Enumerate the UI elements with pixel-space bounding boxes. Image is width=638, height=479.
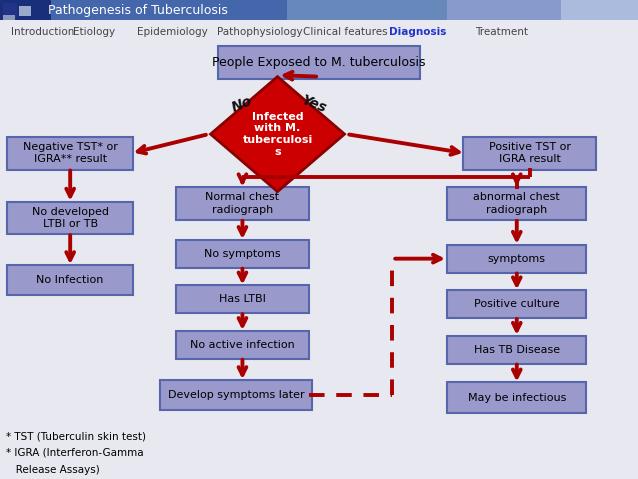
Text: Etiology: Etiology	[73, 27, 115, 37]
Text: Normal chest
radiograph: Normal chest radiograph	[205, 193, 279, 215]
Bar	[51, 0, 287, 20]
Text: No: No	[229, 94, 254, 115]
Text: Epidemiology: Epidemiology	[137, 27, 208, 37]
Text: * TST (Tuberculin skin test): * TST (Tuberculin skin test)	[6, 431, 146, 441]
Text: Pathophysiology: Pathophysiology	[217, 27, 302, 37]
FancyBboxPatch shape	[447, 290, 586, 318]
FancyBboxPatch shape	[176, 187, 309, 220]
Bar	[19, 6, 31, 16]
FancyBboxPatch shape	[447, 187, 586, 220]
Text: No active infection: No active infection	[190, 340, 295, 350]
Text: Positive culture: Positive culture	[474, 299, 560, 309]
Text: Positive TST or
IGRA result: Positive TST or IGRA result	[489, 142, 570, 164]
Text: Negative TST* or
IGRA** result: Negative TST* or IGRA** result	[23, 142, 117, 164]
Text: Release Assays): Release Assays)	[6, 465, 100, 475]
FancyBboxPatch shape	[176, 331, 309, 359]
Bar	[0, 0, 638, 20]
Bar	[3, 3, 17, 18]
Bar	[3, 15, 15, 20]
Text: No developed
LTBI or TB: No developed LTBI or TB	[32, 207, 108, 229]
FancyBboxPatch shape	[447, 245, 586, 273]
Text: Has TB Disease: Has TB Disease	[474, 345, 560, 354]
Text: * IGRA (Interferon-Gamma: * IGRA (Interferon-Gamma	[6, 448, 144, 458]
Text: Has LTBI: Has LTBI	[219, 295, 266, 304]
Text: May be infectious: May be infectious	[468, 393, 566, 402]
FancyBboxPatch shape	[7, 265, 133, 295]
Text: abnormal chest
radiograph: abnormal chest radiograph	[473, 193, 560, 215]
FancyBboxPatch shape	[160, 380, 312, 410]
FancyBboxPatch shape	[176, 285, 309, 313]
Text: Treatment: Treatment	[475, 27, 528, 37]
Text: Infected
with M.
tuberculosi
s: Infected with M. tuberculosi s	[242, 112, 313, 157]
Text: Yes: Yes	[299, 92, 328, 115]
Text: People Exposed to M. tuberculosis: People Exposed to M. tuberculosis	[212, 56, 426, 69]
Text: No Infection: No Infection	[36, 275, 104, 285]
FancyBboxPatch shape	[7, 137, 133, 170]
Bar	[287, 0, 447, 20]
FancyBboxPatch shape	[176, 240, 309, 268]
FancyBboxPatch shape	[218, 46, 420, 79]
FancyBboxPatch shape	[463, 137, 596, 170]
FancyBboxPatch shape	[447, 336, 586, 364]
Text: No symptoms: No symptoms	[204, 249, 281, 259]
Text: Clinical features: Clinical features	[303, 27, 388, 37]
Text: Introduction: Introduction	[11, 27, 75, 37]
Text: symptoms: symptoms	[488, 254, 545, 263]
Text: Develop symptoms later: Develop symptoms later	[168, 390, 304, 400]
Bar	[447, 0, 561, 20]
Text: Diagnosis: Diagnosis	[389, 27, 447, 37]
Bar	[561, 0, 638, 20]
Text: Pathogenesis of Tuberculosis: Pathogenesis of Tuberculosis	[48, 4, 228, 17]
FancyBboxPatch shape	[447, 382, 586, 412]
FancyBboxPatch shape	[7, 202, 133, 234]
Polygon shape	[211, 77, 345, 192]
